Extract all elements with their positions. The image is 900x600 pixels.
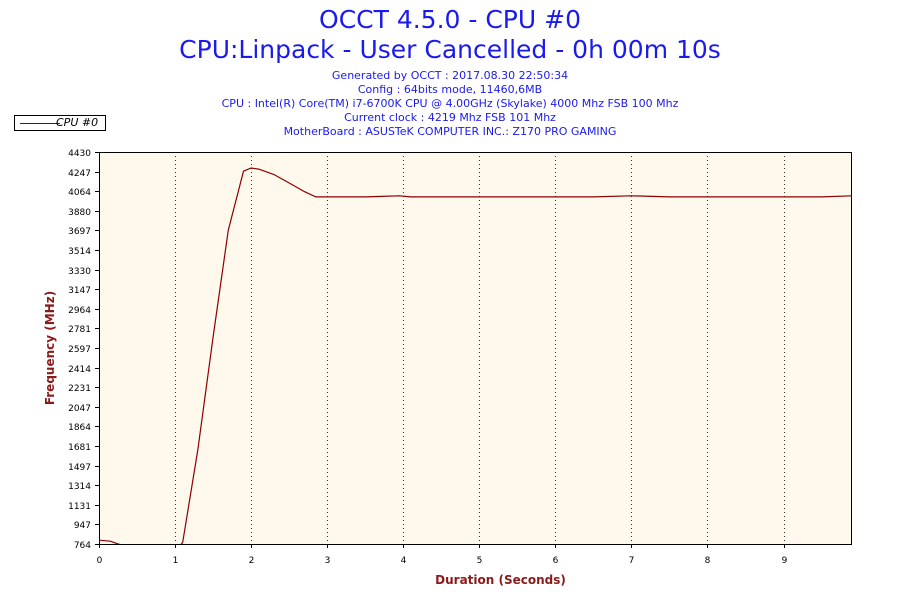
x-tick-label: 8 [705,556,711,566]
plot-border [99,152,852,545]
x-tick-label: 6 [553,556,559,566]
y-tick-label: 2781 [68,325,91,335]
y-tick-label: 3880 [68,208,91,218]
x-tick-label: 3 [325,556,331,566]
legend-label: CPU #0 [56,116,99,129]
info-current-clock: Current clock : 4219 Mhz FSB 101 Mhz [344,111,556,124]
plot-area [99,152,852,544]
info-generated: Generated by OCCT : 2017.08.30 22:50:34 [331,69,569,82]
y-tick-label: 4247 [68,169,91,179]
y-tick-label: 3147 [68,286,91,296]
x-tick-label: 9 [782,556,788,566]
y-tick-label: 1864 [68,423,91,433]
y-tick-label: 1497 [68,463,91,473]
info-config: Config : 64bits mode, 11460,6MB [357,83,543,96]
y-tick-label: 2597 [68,345,91,355]
y-tick-label: 2231 [68,384,91,394]
chart-title: OCCT 4.5.0 - CPU #0 [319,5,581,34]
chart-subtitle: CPU:Linpack - User Cancelled - 0h 00m 10… [179,35,721,64]
y-axis-label: Frequency (MHz) [43,291,57,405]
y-tick-label: 2414 [68,365,91,375]
y-tick-label: 764 [74,541,91,551]
x-axis-label: Duration (Seconds) [435,573,566,587]
info-cpu: CPU : Intel(R) Core(TM) i7-6700K CPU @ 4… [221,97,679,110]
x-tick-label: 7 [629,556,635,566]
y-tick-label: 2964 [68,306,91,316]
x-tick-label: 1 [173,556,179,566]
y-tick-label: 3330 [68,267,91,277]
series-line-cpu0 [99,167,852,544]
y-tick-label: 4430 [68,149,91,159]
y-tick-label: 3697 [68,227,91,237]
x-tick-label: 5 [477,556,483,566]
y-tick-label: 1314 [68,482,91,492]
legend: CPU #0 [14,115,106,131]
x-tick-label: 0 [97,556,103,566]
y-tick-label: 3514 [68,247,91,257]
y-tick-label: 2047 [68,404,91,414]
y-tick-label: 947 [74,521,91,531]
y-tick-label: 1131 [68,502,91,512]
legend-swatch [20,123,60,124]
y-tick-label: 1681 [68,443,91,453]
x-tick-label: 2 [249,556,255,566]
info-motherboard: MotherBoard : ASUSTeK COMPUTER INC.: Z17… [283,125,617,138]
y-tick-label: 4064 [68,188,91,198]
x-tick-label: 4 [401,556,407,566]
